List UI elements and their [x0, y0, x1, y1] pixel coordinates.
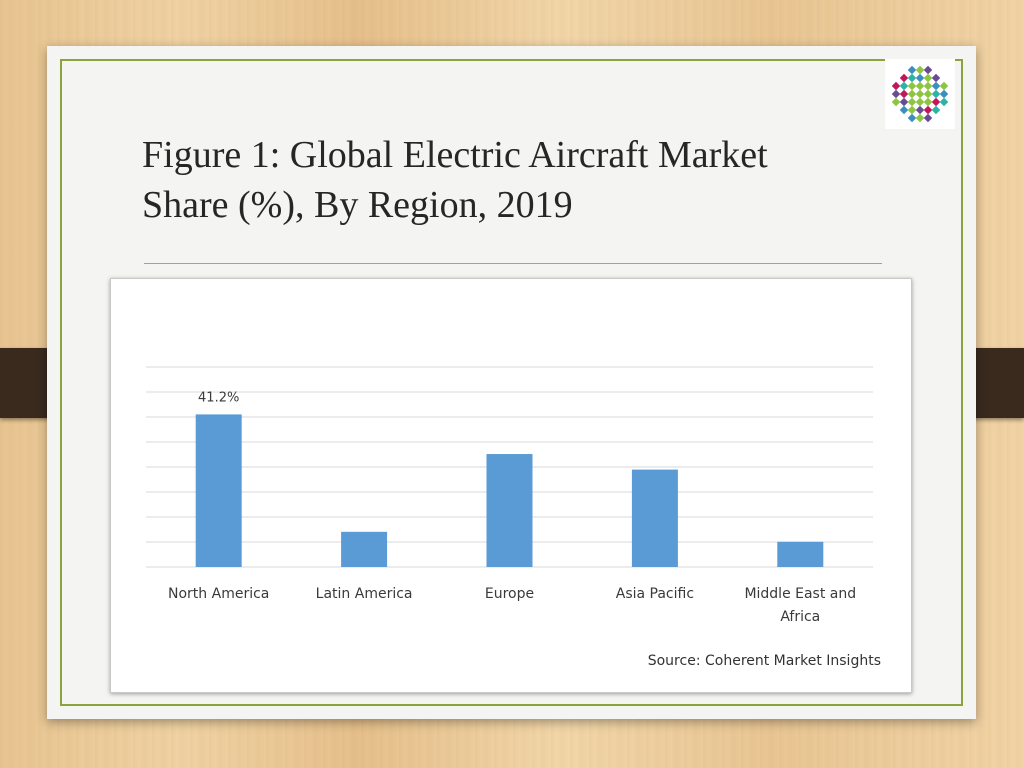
logo-dot [891, 89, 901, 99]
logo-dot [899, 97, 909, 107]
logo-dot [931, 89, 941, 99]
title-line-1: Figure 1: Global Electric Aircraft Marke… [142, 134, 768, 176]
bar [777, 541, 824, 567]
logo-dot [915, 73, 925, 83]
category-label: Latin America [316, 586, 413, 602]
logo-dot [923, 73, 933, 83]
logo-dot [931, 97, 941, 107]
logo-dot [915, 113, 925, 123]
category-label: Asia Pacific [616, 586, 694, 602]
logo-dot [907, 89, 917, 99]
title-line-2: Share (%), By Region, 2019 [142, 184, 573, 226]
logo-dot [915, 89, 925, 99]
logo-dot [939, 89, 949, 99]
logo-dot [907, 73, 917, 83]
logo-dot [907, 113, 917, 123]
logo-dot [923, 65, 933, 75]
bar [631, 469, 678, 567]
logo-dot [907, 81, 917, 91]
title-underline [144, 263, 882, 264]
category-label: Europe [485, 586, 534, 602]
logo-dots-icon [891, 65, 949, 123]
logo-dot [931, 81, 941, 91]
logo-dot [939, 97, 949, 107]
logo-dot [891, 97, 901, 107]
logo-dot [939, 81, 949, 91]
logo-dot [923, 89, 933, 99]
bar [341, 531, 388, 567]
slide-title: Figure 1: Global Electric Aircraft Marke… [142, 130, 882, 230]
category-label: Africa [780, 609, 820, 625]
logo-dot [915, 97, 925, 107]
logo-dot [907, 105, 917, 115]
logo-dot [923, 105, 933, 115]
slide-frame [60, 59, 963, 706]
data-label: 41.2% [198, 390, 239, 405]
logo-dot [899, 105, 909, 115]
bar [486, 454, 533, 567]
category-label: North America [168, 586, 269, 602]
logo-dot [907, 97, 917, 107]
logo-dot [923, 113, 933, 123]
slide-paper: Figure 1: Global Electric Aircraft Marke… [47, 46, 976, 719]
logo-dot [899, 73, 909, 83]
logo-dot [915, 81, 925, 91]
logo-dot [931, 105, 941, 115]
company-logo [885, 59, 955, 129]
category-label: Middle East and [744, 586, 856, 602]
bar [195, 414, 242, 567]
logo-dot [891, 81, 901, 91]
logo-dot [915, 105, 925, 115]
logo-dot [899, 81, 909, 91]
chart-container: 41.2% North America Latin America Europe Asi… [110, 278, 912, 693]
logo-dot [899, 89, 909, 99]
bar-chart: 41.2% North America Latin America Europe Asi… [146, 366, 873, 625]
source-note: Source: Coherent Market Insights [647, 653, 881, 669]
logo-dot [931, 73, 941, 83]
logo-dot [923, 81, 933, 91]
logo-dot [915, 65, 925, 75]
logo-dot [907, 65, 917, 75]
logo-dot [923, 97, 933, 107]
